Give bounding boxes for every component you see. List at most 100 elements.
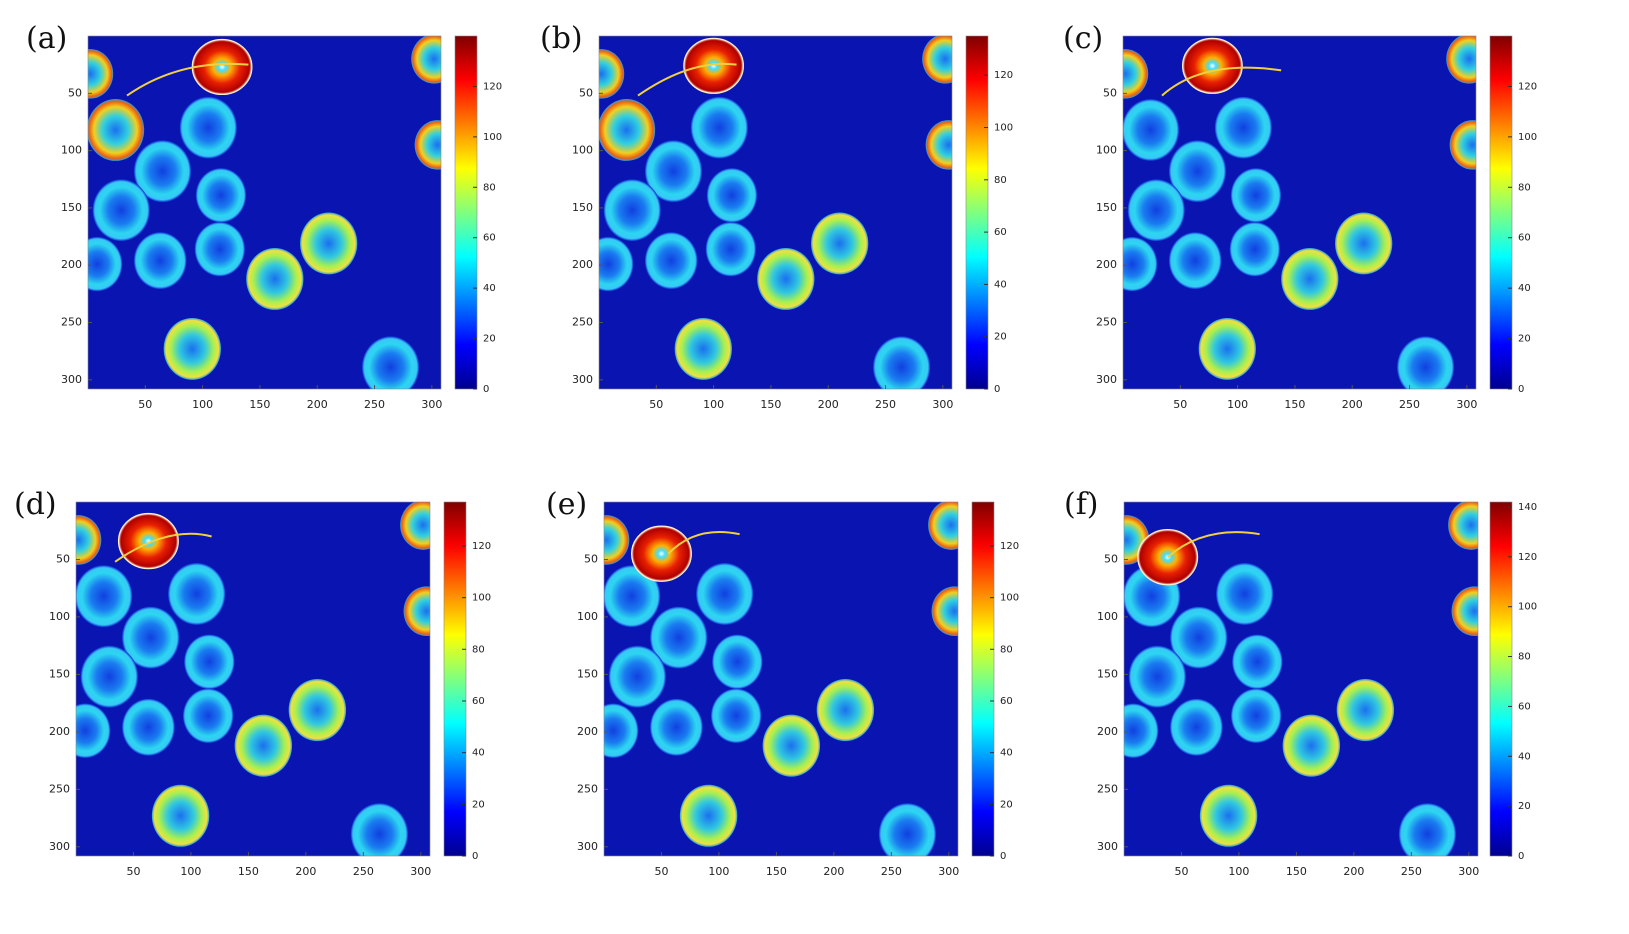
y-tick-label: 50: [1103, 86, 1117, 99]
tracked-cell: [1181, 37, 1243, 94]
cell: [1169, 698, 1223, 756]
cell: [1199, 784, 1258, 847]
x-tick-label: 150: [1286, 865, 1307, 878]
y-tick-label: 250: [1097, 782, 1118, 795]
colorbar-tick-label: 60: [1518, 701, 1531, 712]
colorbar-tick-label: 0: [472, 851, 478, 862]
x-tick-label: 300: [1458, 865, 1479, 878]
colorbar-tick-label: 100: [994, 123, 1013, 134]
cell: [1451, 586, 1478, 637]
cell: [1396, 336, 1455, 389]
cell: [603, 179, 661, 242]
cell: [121, 606, 180, 669]
colorbar-tick-label: 120: [483, 81, 502, 92]
x-tick-label: 300: [938, 865, 959, 878]
cell: [1448, 502, 1478, 550]
cell: [762, 714, 821, 777]
cell: [246, 248, 304, 310]
x-tick-label: 100: [1227, 398, 1248, 411]
x-tick-label: 100: [708, 865, 729, 878]
y-tick-label: 50: [1104, 552, 1118, 565]
colorbar-tick-label: 120: [1518, 81, 1537, 92]
cell: [1169, 606, 1228, 669]
cell: [133, 140, 192, 203]
trajectory: [126, 62, 249, 97]
colorbar-tick-label: 40: [472, 748, 485, 759]
cell: [92, 179, 150, 242]
cell: [400, 502, 430, 550]
cell: [1336, 679, 1395, 742]
colorbar-tick-label: 0: [1000, 851, 1006, 862]
colorbar-tick-label: 100: [1000, 593, 1019, 604]
cell: [1232, 634, 1283, 690]
colorbar-tick-label: 20: [1000, 799, 1013, 810]
axes-frame: [75, 501, 431, 857]
cell: [1446, 36, 1476, 84]
cell: [816, 679, 875, 742]
cell: [922, 36, 952, 84]
colorbar-tick-label: 20: [472, 799, 485, 810]
y-tick-label: 150: [61, 201, 82, 214]
cell: [644, 232, 698, 290]
colorbar-tick-label: 120: [1000, 541, 1019, 552]
panel-label: (f): [1064, 487, 1099, 522]
colorbar-tick-label: 60: [1000, 696, 1013, 707]
y-tick-label: 50: [68, 86, 82, 99]
cell: [604, 565, 661, 628]
x-tick-label: 100: [1228, 865, 1249, 878]
cell: [1449, 120, 1476, 170]
cell: [1168, 232, 1222, 290]
y-tick-label: 150: [1097, 667, 1118, 680]
y-tick-label: 250: [1096, 316, 1117, 329]
colorbar-tick-label: 100: [1518, 132, 1537, 143]
cell: [88, 236, 123, 292]
cell: [167, 562, 226, 625]
y-tick-label: 150: [572, 201, 593, 214]
x-tick-label: 300: [932, 398, 953, 411]
y-tick-label: 200: [61, 258, 82, 271]
colorbar: [965, 35, 989, 390]
cell: [757, 248, 815, 310]
cell: [695, 562, 754, 625]
y-tick-label: 100: [1096, 144, 1117, 157]
cell: [194, 221, 246, 277]
trajectory: [114, 532, 212, 563]
y-tick-label: 50: [579, 86, 593, 99]
cell: [872, 336, 931, 389]
heatmap-image: [76, 502, 430, 856]
cell: [288, 679, 347, 742]
x-tick-label: 150: [766, 865, 787, 878]
heatmap-image: [1123, 36, 1476, 389]
cell: [300, 212, 358, 275]
cell: [674, 317, 732, 380]
y-tick-label: 200: [49, 725, 70, 738]
panel: (b) 50 100 150 200 250 300 50 100 150 200 250 300 0 20…: [540, 21, 1013, 411]
colorbar-tick-label: 120: [472, 541, 491, 552]
y-tick-label: 300: [49, 840, 70, 853]
cell: [1128, 645, 1187, 708]
colorbar-tick-label: 60: [483, 233, 496, 244]
cell: [1281, 248, 1339, 310]
cell: [928, 502, 958, 550]
cell: [1123, 99, 1180, 161]
cell: [1215, 562, 1274, 625]
tracked-cell: [683, 37, 745, 94]
cell: [1168, 140, 1227, 203]
cell: [163, 317, 221, 380]
colorbar-tick-label: 40: [1000, 748, 1013, 759]
cell: [350, 803, 409, 856]
colorbar-tick-label: 80: [483, 182, 496, 193]
x-tick-label: 300: [421, 398, 442, 411]
cell: [1398, 803, 1457, 856]
trajectory: [1161, 66, 1282, 97]
cell: [710, 688, 762, 744]
cell: [121, 698, 175, 756]
cell: [1335, 212, 1393, 275]
axes-frame: [598, 35, 953, 390]
colorbar-tick-label: 20: [994, 332, 1007, 343]
x-tick-label: 200: [307, 398, 328, 411]
x-tick-label: 100: [703, 398, 724, 411]
heatmap-image: [604, 502, 958, 856]
cell: [705, 221, 757, 277]
